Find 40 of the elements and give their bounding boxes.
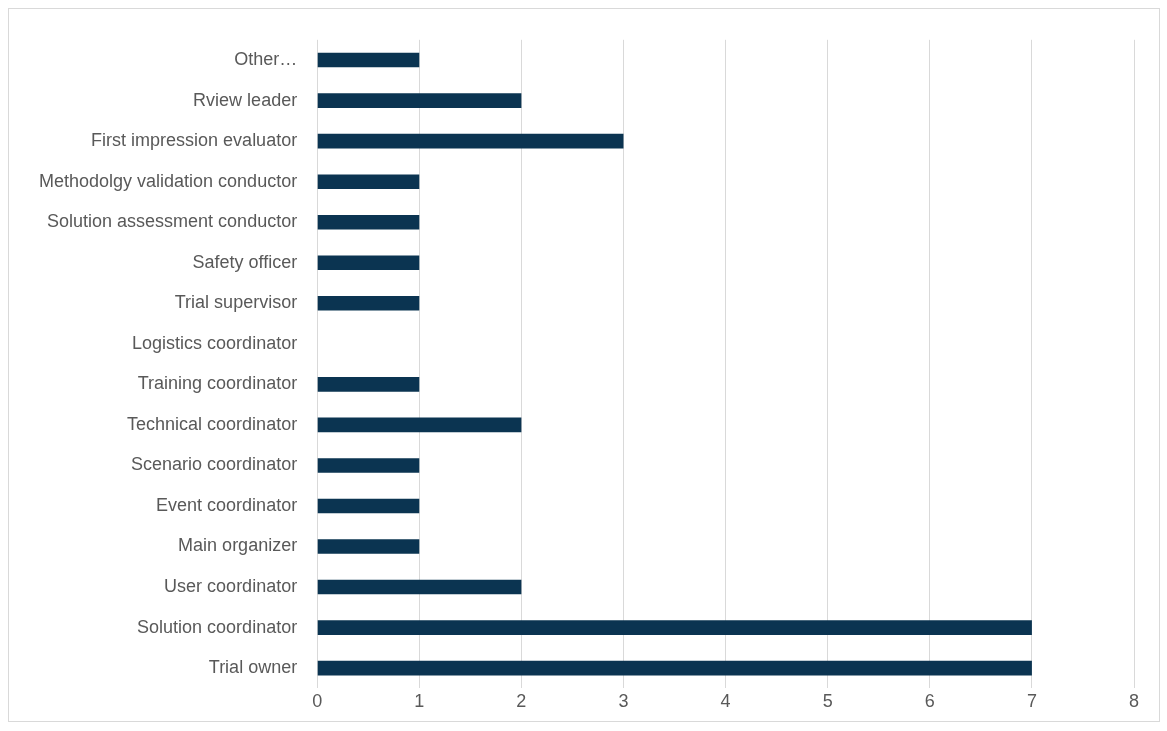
bar: [317, 458, 420, 473]
bar: [317, 214, 420, 230]
x-tick-label: 6: [924, 691, 935, 712]
y-tick-label: User coordinator: [164, 576, 298, 597]
x-tick-label: 0: [312, 691, 323, 712]
x-tick-label: 3: [618, 691, 629, 712]
y-tick-label: Safety officer: [192, 251, 298, 272]
bar: [317, 174, 420, 189]
y-tick-label: Rview leader: [193, 89, 298, 110]
bar: [317, 579, 522, 595]
bar: [317, 539, 420, 554]
bar: [317, 93, 522, 108]
bar: [317, 620, 1032, 635]
y-tick-label: Solution assessment conductor: [47, 211, 298, 232]
x-tick-label: 1: [414, 691, 425, 712]
y-tick-label: Methodolgy validation conductor: [38, 170, 298, 191]
x-tick-label: 2: [516, 691, 527, 712]
y-tick-label: First impression evaluator: [91, 130, 298, 151]
y-tick-label: Trial owner: [208, 657, 298, 678]
y-tick-label: Main organizer: [178, 535, 298, 556]
x-tick-label: 4: [720, 691, 731, 712]
y-tick-label: Solution coordinator: [137, 616, 298, 637]
y-tick-label: Other…: [234, 49, 298, 70]
bar: [317, 255, 420, 271]
bar: [317, 417, 522, 433]
x-tick-label: 7: [1026, 691, 1037, 712]
x-tick-label: 8: [1128, 691, 1140, 712]
y-tick-label: Event coordinator: [156, 494, 298, 515]
y-tick-label: Technical coordinator: [127, 413, 298, 434]
y-tick-label: Training coordinator: [137, 373, 298, 394]
x-tick-label: 5: [822, 691, 833, 712]
bar: [317, 296, 420, 311]
y-tick-label: Scenario coordinator: [131, 454, 298, 475]
bar: [317, 498, 420, 514]
bar: [317, 377, 420, 392]
bar: [317, 660, 1032, 676]
y-tick-label: Trial supervisor: [174, 292, 298, 313]
y-tick-label: Logistics coordinator: [132, 332, 298, 353]
bar: [317, 52, 420, 68]
bar: [317, 133, 624, 149]
